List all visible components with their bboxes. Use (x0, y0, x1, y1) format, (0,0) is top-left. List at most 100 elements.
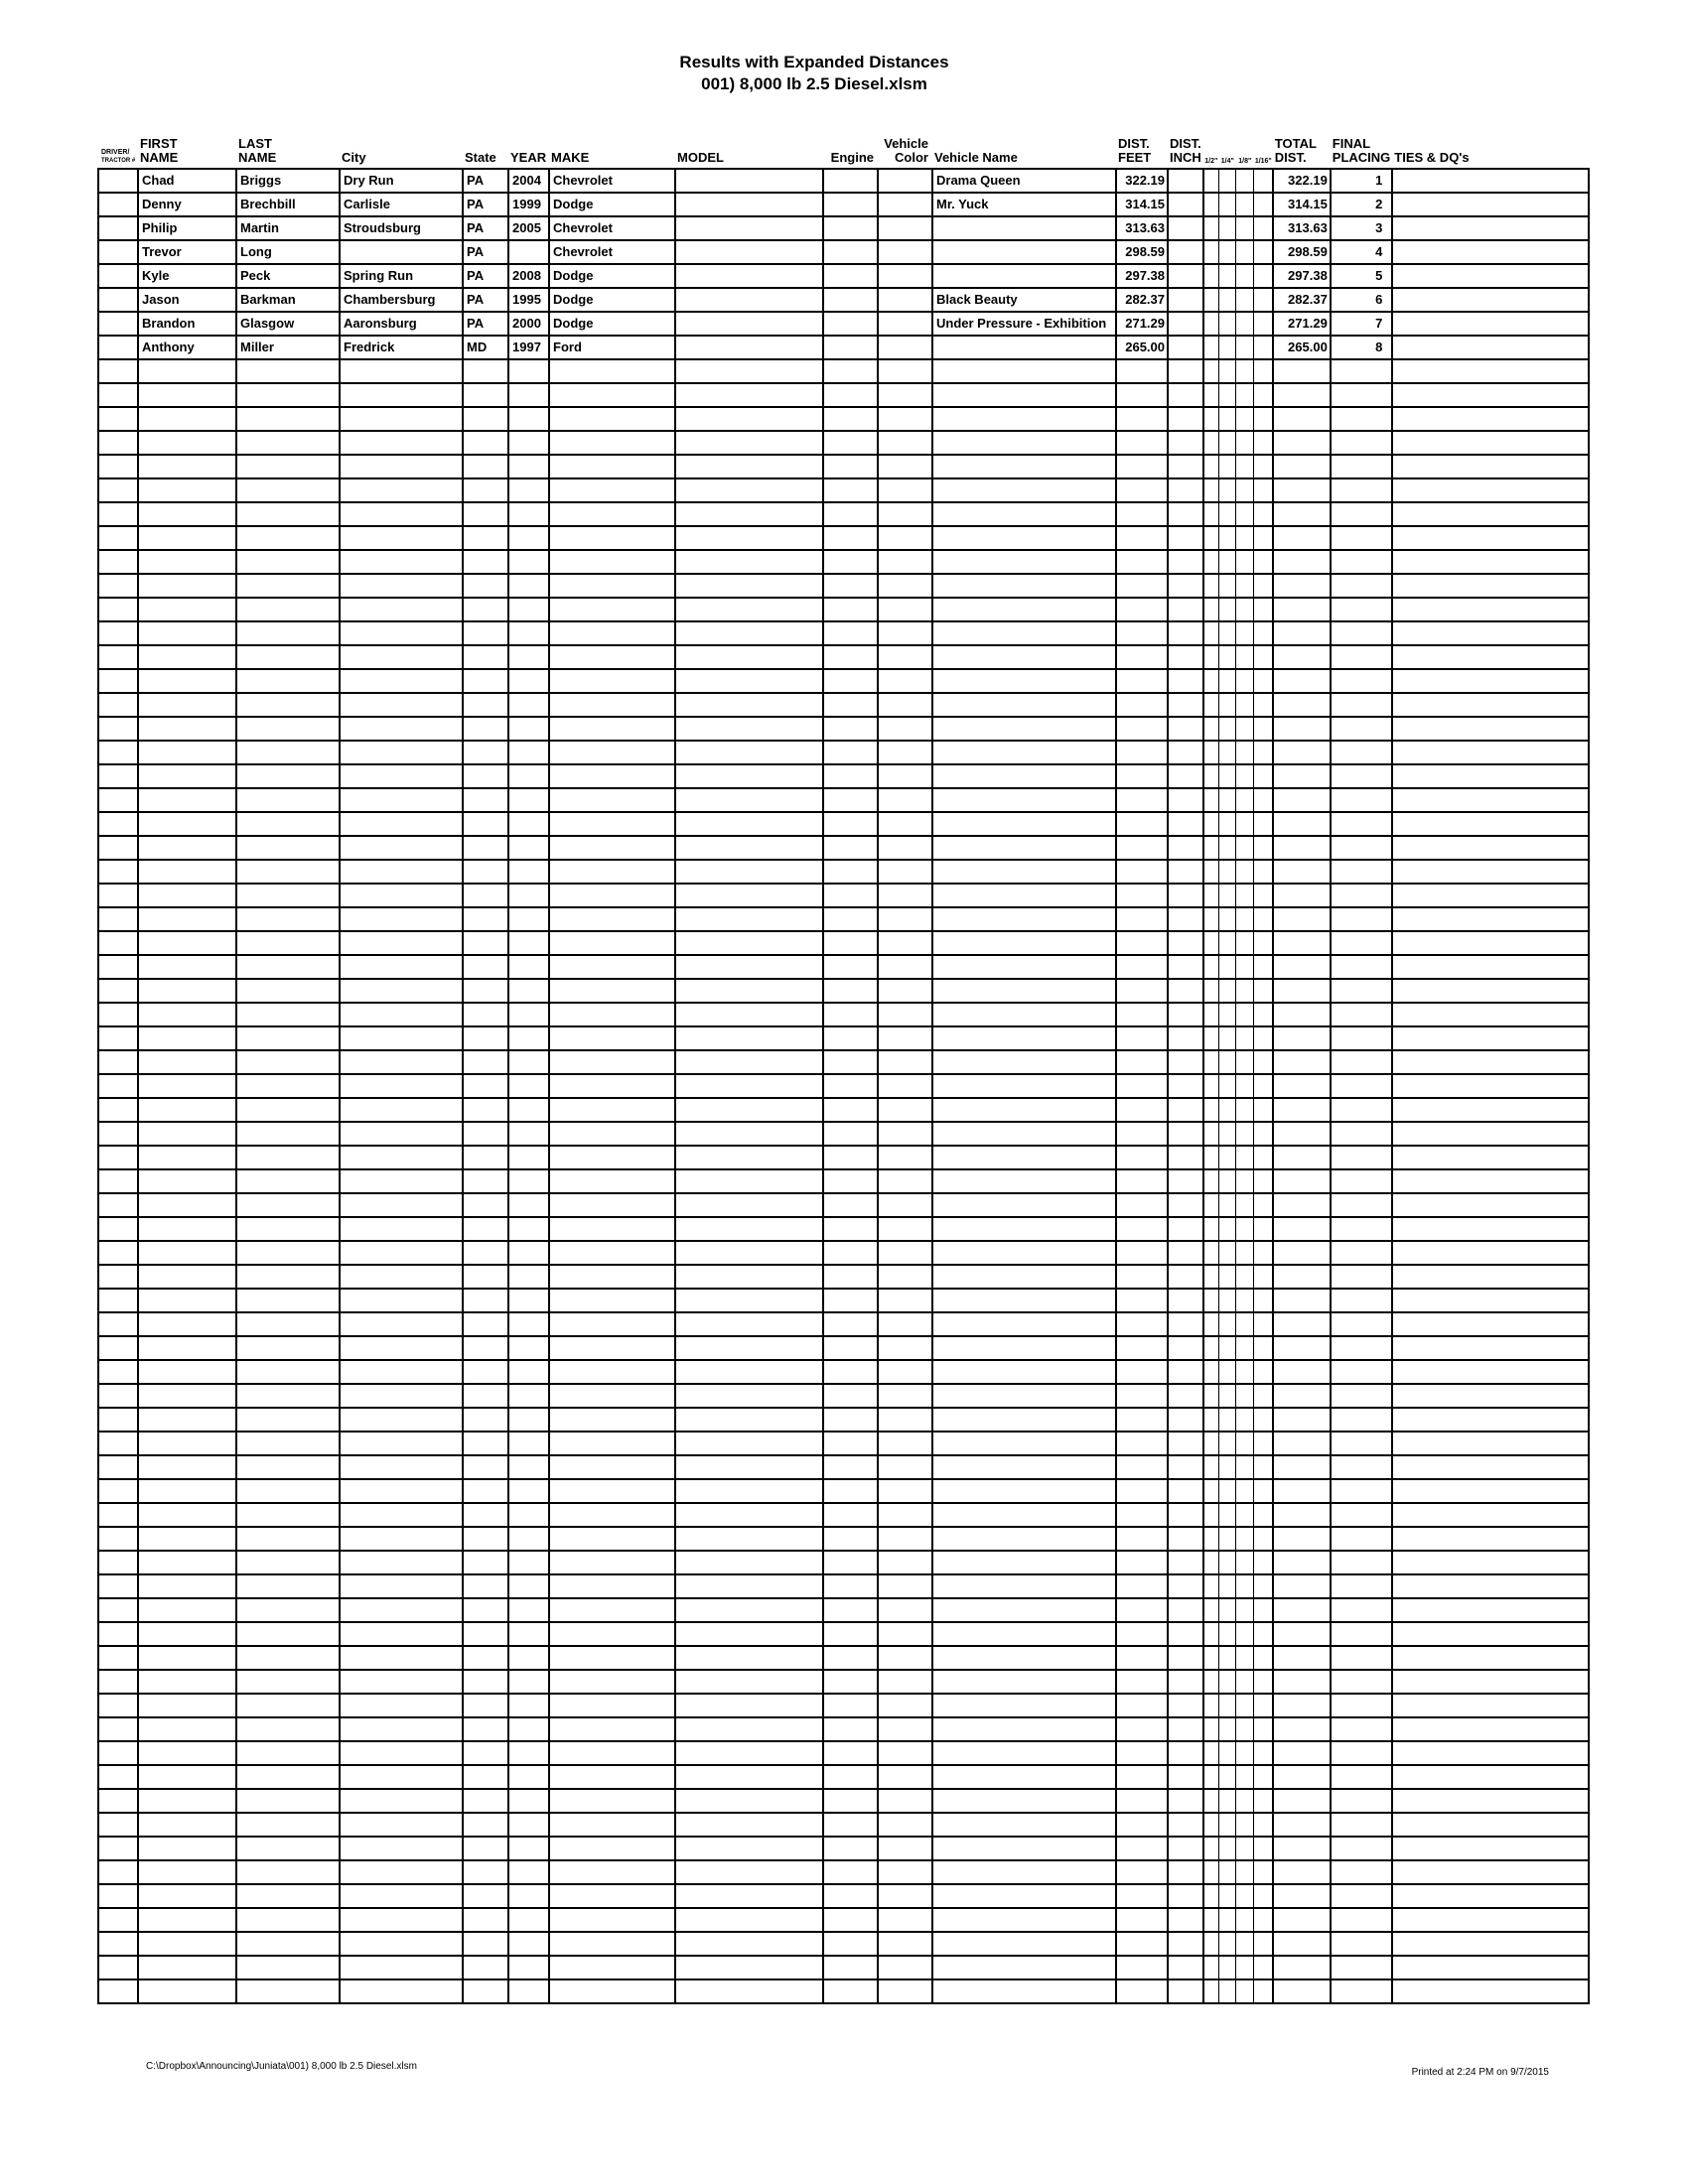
cell-feet: 322.19 (1115, 168, 1169, 194)
cell-vname (931, 573, 1117, 599)
cell-total (1271, 1573, 1332, 1599)
empty-row (97, 1764, 1591, 1790)
cell-engine (822, 335, 879, 360)
empty-row (97, 573, 1591, 599)
cell-inch (1167, 883, 1204, 908)
cell-state (462, 716, 509, 742)
cell-first: Brandon (137, 311, 237, 337)
cell-city (339, 1431, 464, 1456)
cell-tractor (97, 525, 139, 551)
cell-total (1271, 1883, 1332, 1909)
cell-year (507, 620, 550, 646)
cell-sixteenth (1253, 859, 1274, 885)
cell-state (462, 1740, 509, 1766)
cell-vcolor (877, 763, 933, 789)
cell-inch (1167, 1216, 1204, 1242)
cell-quarter (1218, 1550, 1237, 1575)
cell-engine (822, 1788, 879, 1814)
cell-half (1202, 1740, 1220, 1766)
cell-total (1271, 930, 1332, 956)
empty-row (97, 1121, 1591, 1147)
cell-first (137, 835, 237, 861)
cell-model (674, 1407, 824, 1433)
empty-row (97, 668, 1591, 694)
cell-vcolor (877, 1145, 933, 1170)
cell-city: Spring Run (339, 263, 464, 289)
cell-model (674, 1216, 824, 1242)
cell-model (674, 525, 824, 551)
cell-vcolor (877, 1431, 933, 1456)
table-row: Brandon Glasgow Aaronsburg PA 2000 Dodge Under… (97, 311, 1591, 337)
cell-first (137, 478, 237, 503)
cell-feet: 314.15 (1115, 192, 1169, 217)
cell-tractor (97, 1478, 139, 1504)
cell-vcolor (877, 168, 933, 194)
cell-ties (1391, 740, 1591, 765)
cell-first (137, 1526, 237, 1552)
cell-half (1202, 1764, 1220, 1790)
cell-total (1271, 1526, 1332, 1552)
cell-ties (1391, 1121, 1591, 1147)
cell-make (548, 1002, 676, 1027)
cell-feet (1115, 1955, 1169, 1980)
empty-row (97, 1526, 1591, 1552)
cell-placing (1329, 740, 1394, 765)
cell-ties (1391, 978, 1591, 1004)
cell-year (507, 1335, 550, 1361)
table-row: Denny Brechbill Carlisle PA 1999 Dodge Mr. Yuc… (97, 192, 1591, 217)
cell-first (137, 692, 237, 718)
cell-sixteenth (1253, 501, 1274, 527)
cell-tractor (97, 168, 139, 194)
cell-model (674, 382, 824, 408)
cell-total (1271, 1931, 1332, 1957)
cell-tractor (97, 1979, 139, 2004)
cell-eighth (1235, 620, 1255, 646)
empty-row (97, 1716, 1591, 1742)
empty-row (97, 1931, 1591, 1957)
cell-sixteenth (1253, 930, 1274, 956)
cell-state (462, 1645, 509, 1671)
cell-year (507, 1955, 550, 1980)
cell-tractor (97, 406, 139, 432)
cell-year (507, 1407, 550, 1433)
cell-total (1271, 430, 1332, 456)
cell-eighth (1235, 549, 1255, 575)
cell-placing (1329, 382, 1394, 408)
cell-half (1202, 311, 1220, 337)
cell-state (462, 1002, 509, 1027)
cell-feet (1115, 1311, 1169, 1337)
empty-row (97, 692, 1591, 718)
empty-row (97, 1979, 1591, 2004)
col-header-last: LAST NAME (238, 136, 277, 165)
cell-eighth (1235, 1526, 1255, 1552)
cell-city (339, 1907, 464, 1933)
cell-engine (822, 811, 879, 837)
cell-inch (1167, 192, 1204, 217)
cell-state (462, 1025, 509, 1051)
cell-half (1202, 978, 1220, 1004)
cell-quarter (1218, 1288, 1237, 1313)
cell-vname (931, 1597, 1117, 1623)
cell-state: PA (462, 215, 509, 241)
cell-ties (1391, 1478, 1591, 1504)
cell-placing (1329, 668, 1394, 694)
cell-feet: 282.37 (1115, 287, 1169, 313)
cell-eighth (1235, 1049, 1255, 1075)
cell-engine (822, 620, 879, 646)
footer-print-timestamp: Printed at 2:24 PM on 9/7/2015 (1411, 2067, 1549, 2078)
cell-ties (1391, 597, 1591, 622)
cell-sixteenth (1253, 1740, 1274, 1766)
cell-feet (1115, 1264, 1169, 1290)
cell-feet (1115, 1764, 1169, 1790)
cell-ties (1391, 1335, 1591, 1361)
cell-total: 282.37 (1271, 287, 1332, 313)
empty-row (97, 811, 1591, 837)
cell-total (1271, 1192, 1332, 1218)
cell-year: 1999 (507, 192, 550, 217)
cell-make (548, 1383, 676, 1409)
cell-sixteenth (1253, 811, 1274, 837)
cell-quarter (1218, 1407, 1237, 1433)
cell-sixteenth (1253, 1979, 1274, 2004)
cell-sixteenth (1253, 1335, 1274, 1361)
cell-sixteenth (1253, 1168, 1274, 1194)
